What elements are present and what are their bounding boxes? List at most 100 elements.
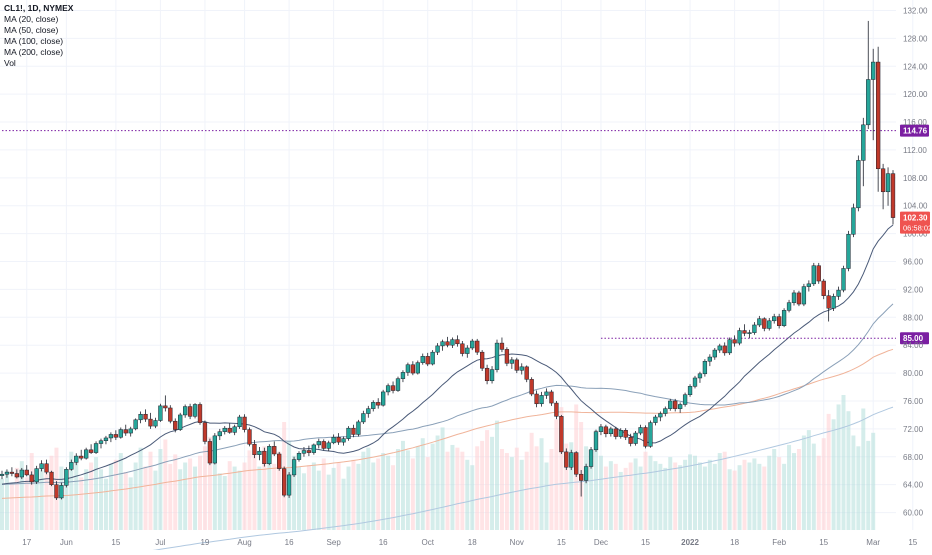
volume-bar [420,438,425,530]
volume-bar [747,462,752,530]
volume-bar [450,444,455,530]
candle-up [326,442,331,449]
volume-bar [262,446,267,530]
time-tick-label: 17 [22,538,31,547]
time-tick-label: 2022 [681,538,699,547]
volume-bar [851,435,856,530]
volume-bar [425,457,430,530]
volume-bar [613,463,618,530]
volume-bar [123,471,128,530]
candle-down [445,341,450,346]
candle-down [202,422,208,442]
candle-up [435,345,440,353]
volume-bar [787,444,792,530]
candle-down [187,406,193,417]
volume-bar [737,465,742,530]
price-tick-label: 60.00 [903,509,924,518]
volume-bar [589,449,594,530]
volume-bar [311,462,316,530]
candle-down [732,339,737,344]
volume-bar [222,476,227,530]
indicator-volume[interactable]: Vol [4,58,16,68]
time-tick-label: 18 [468,538,477,547]
candle-up [39,463,44,469]
candle-down [623,430,628,438]
candle-up [841,268,846,291]
candle-up [133,419,138,430]
last-price-tag [900,211,930,234]
indicator-ma200[interactable]: MA (200, close) [4,47,64,57]
candle-down [44,463,49,473]
candle-down [336,437,341,443]
candle-up [450,339,455,346]
volume-bar [628,462,633,530]
candle-down [9,471,15,474]
volume-bars [0,395,876,530]
candle-up [286,474,292,496]
candle-down [762,318,767,329]
volume-bar [554,419,559,530]
volume-bar [321,458,326,530]
candle-up [494,342,500,370]
candle-down [29,474,34,483]
candle-up [222,427,227,432]
time-tick-label: 15 [557,538,566,547]
volume-bar [772,449,777,530]
candle-up [682,394,688,405]
volume-bar [292,455,297,530]
candle-down [559,416,564,453]
price-tick-label: 120.00 [903,90,928,99]
volume-bar [410,458,415,530]
candle-up [69,462,74,470]
indicator-ma100[interactable]: MA (100, close) [4,36,64,46]
candle-down [252,443,257,455]
candle-up [212,435,217,464]
time-tick-label: Mar [866,538,880,547]
price-tick-label: 84.00 [903,341,924,350]
volume-bar [722,451,727,530]
indicator-ma20[interactable]: MA (20, close) [4,14,59,24]
candle-down [613,428,618,437]
volume-bar [4,470,9,530]
candle-up [489,369,495,382]
candle-up [767,320,772,329]
candle-up [84,449,89,459]
symbol-label[interactable]: CL1!, 1D, NYMEX [4,3,74,13]
volume-bar [79,477,84,530]
candle-down [306,450,312,453]
candle-down [529,379,534,395]
volume-bar [792,453,796,530]
volume-bar [173,454,178,530]
volume-bar [133,462,138,530]
candle-down [168,407,173,422]
volume-bar [0,478,4,530]
volume-bar [499,449,504,530]
candle-down [514,359,519,371]
candle-down [88,449,94,453]
candle-up [737,330,742,344]
volume-bar [356,463,361,530]
candle-down [673,400,678,409]
volume-bar [212,451,217,530]
indicator-ma50[interactable]: MA (50, close) [4,25,59,35]
candle-down [390,385,396,391]
volume-bar [514,447,519,530]
volume-bar [64,473,69,530]
candle-up [727,339,732,354]
volume-bar [386,455,391,530]
price-tick-label: 116.00 [903,118,927,127]
candle-down [410,364,416,374]
volume-bar [188,458,193,530]
volume-bar [861,408,866,530]
volume-bar [400,440,405,530]
time-tick-label: 16 [379,538,388,547]
volume-bar [366,447,371,530]
candle-down [272,446,277,455]
candle-up [781,310,787,326]
candle-down [890,173,896,218]
volume-bar [688,454,693,530]
candle-up [331,437,336,444]
price-tick-label: 88.00 [903,313,924,322]
